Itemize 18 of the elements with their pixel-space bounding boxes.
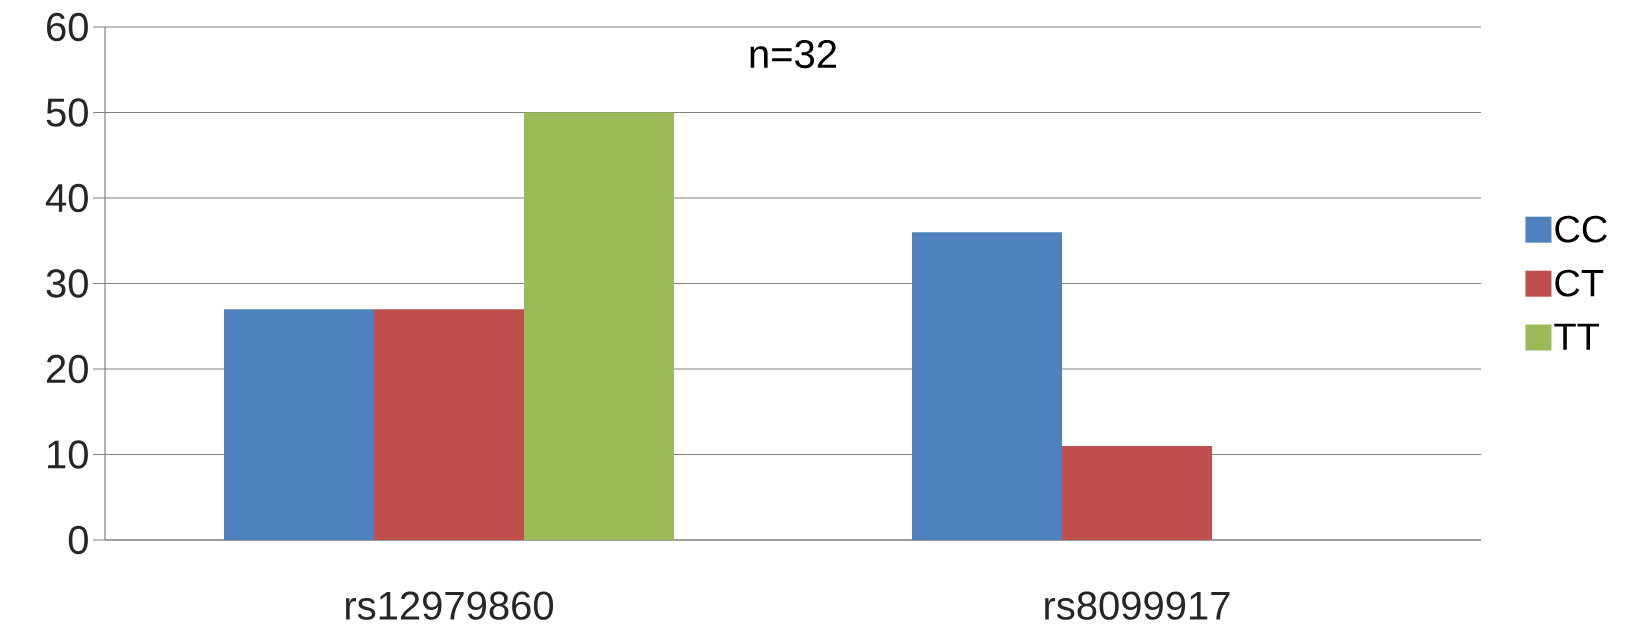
chart-title: n=32 (750, 39, 837, 69)
bar (374, 309, 524, 540)
legend-label: TT (1554, 323, 1600, 350)
y-tick-label: 30 (46, 269, 88, 298)
x-tick-label: rs12979860 (346, 591, 554, 620)
y-tick-label: 40 (45, 183, 88, 213)
bar (911, 232, 1062, 540)
bar (524, 112, 674, 540)
bar (1061, 445, 1212, 540)
y-tick-label: 10 (48, 440, 88, 469)
y-tick-label: 0 (68, 525, 88, 555)
x-tick-label: rs8099917 (1045, 591, 1230, 620)
y-tick-label: 20 (47, 354, 88, 384)
legend-label: CC (1555, 215, 1607, 243)
y-tick-label: 50 (46, 98, 88, 127)
bar (224, 309, 374, 540)
legend-label: CT (1555, 269, 1604, 297)
y-tick-label: 60 (47, 12, 88, 42)
